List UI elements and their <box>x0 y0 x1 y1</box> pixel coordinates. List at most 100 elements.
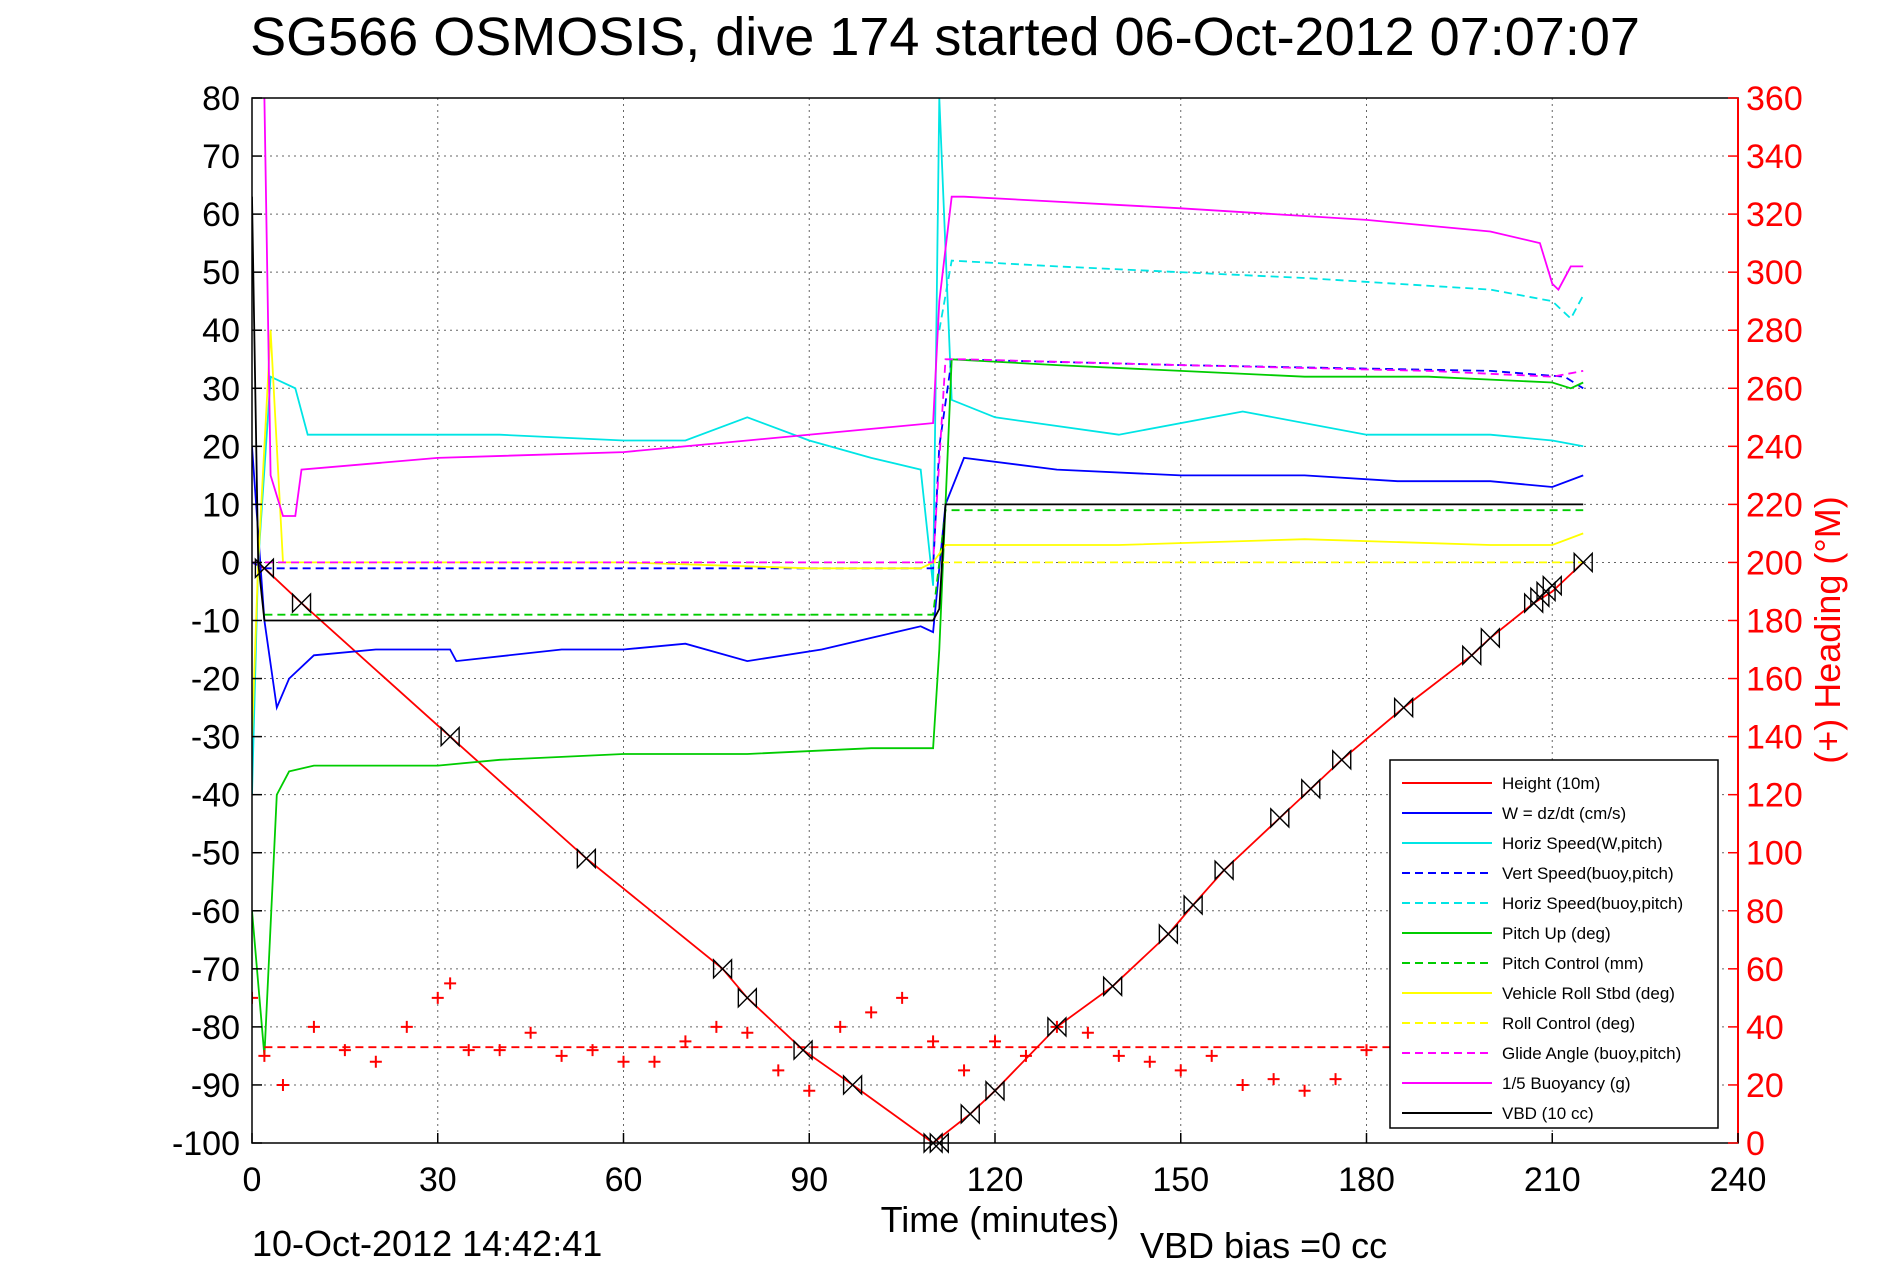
y-tick-label: -90 <box>191 1067 240 1105</box>
height-marker <box>960 1103 980 1125</box>
heading-point <box>1143 1055 1156 1068</box>
legend-label-height-10m: Height (10m) <box>1502 774 1600 793</box>
heading-point <box>958 1064 971 1077</box>
y2-tick-label: 260 <box>1746 370 1803 408</box>
legend-label-w-dz-dt-cm-s: W = dz/dt (cm/s) <box>1502 804 1626 823</box>
heading-point <box>444 977 457 990</box>
x-tick-label: 180 <box>1338 1161 1395 1199</box>
x-tick-label: 210 <box>1524 1161 1581 1199</box>
x-axis-label: Time (minutes) <box>881 1199 1120 1240</box>
heading-point <box>1081 1026 1094 1039</box>
y-tick-label: -30 <box>191 719 240 757</box>
x-tick-label: 60 <box>605 1161 643 1199</box>
y2-tick-label: 60 <box>1746 951 1784 989</box>
series-heading-m <box>252 977 1404 1115</box>
x-tick-label: 240 <box>1710 1161 1767 1199</box>
y-tick-label: 80 <box>202 80 240 118</box>
heading-point <box>1329 1073 1342 1086</box>
heading-point <box>524 1026 537 1039</box>
height-marker <box>576 847 597 870</box>
height-marker <box>1158 923 1179 945</box>
y2-tick-label: 0 <box>1746 1125 1765 1163</box>
y2-tick-label: 280 <box>1746 312 1803 350</box>
legend-label-horiz-speed-w-pitch: Horiz Speed(W,pitch) <box>1502 834 1663 853</box>
series-horiz-speed-w-pitch <box>252 98 1584 795</box>
heading-point <box>555 1049 568 1062</box>
series-vehicle-roll-stbd-deg <box>252 330 1584 737</box>
height-marker <box>737 987 758 1009</box>
heading-point <box>679 1035 692 1048</box>
heading-point <box>258 1049 271 1062</box>
y-tick-label: 0 <box>221 544 240 582</box>
height-marker <box>1301 778 1321 800</box>
heading-point <box>1205 1049 1218 1062</box>
series-vert-speed-buoy-pitch <box>252 358 1584 570</box>
heading-point <box>1174 1064 1187 1077</box>
y2-tick-label: 340 <box>1746 138 1803 176</box>
heading-point <box>1360 1044 1373 1057</box>
height-marker <box>254 557 275 579</box>
x-tick-label: 30 <box>419 1161 457 1199</box>
y-tick-label: -20 <box>191 661 240 699</box>
height-marker <box>712 958 733 980</box>
heading-point <box>648 1055 661 1068</box>
height-marker <box>1214 859 1234 881</box>
y2-tick-label: 180 <box>1746 603 1803 641</box>
x-tick-label: 90 <box>790 1161 828 1199</box>
y-tick-label: 30 <box>202 370 240 408</box>
y-tick-label: 10 <box>202 486 240 524</box>
heading-point <box>710 1020 723 1033</box>
y-tick-label: -80 <box>191 1009 240 1047</box>
legend-label-vehicle-roll-stbd-deg: Vehicle Roll Stbd (deg) <box>1502 984 1675 1003</box>
legend-label-roll-control-deg: Roll Control (deg) <box>1502 1014 1635 1033</box>
heading-point <box>803 1084 816 1097</box>
y2-tick-label: 160 <box>1746 661 1803 699</box>
heading-point <box>1112 1049 1125 1062</box>
heading-point <box>252 991 258 1004</box>
legend-label-vbd-10-cc: VBD (10 cc) <box>1502 1104 1594 1123</box>
series-height-10m <box>252 561 1584 1143</box>
heading-point <box>896 991 909 1004</box>
height-marker <box>1270 807 1290 829</box>
series-glide-angle-buoy-pitch <box>252 358 1584 564</box>
heading-point <box>493 1044 506 1057</box>
legend-box <box>1389 759 1719 1129</box>
height-marker <box>929 1132 949 1154</box>
heading-point <box>276 1078 289 1091</box>
heading-point <box>462 1044 475 1057</box>
height-marker <box>1047 1016 1067 1038</box>
y2-tick-label: 80 <box>1746 893 1784 931</box>
y2-tick-label: 140 <box>1746 719 1803 757</box>
heading-point <box>989 1035 1001 1048</box>
y2-tick-label: 360 <box>1746 80 1803 118</box>
series-horiz-speed-buoy-pitch <box>938 259 1584 331</box>
y2-tick-label: 320 <box>1746 196 1803 234</box>
y-tick-label: 20 <box>202 428 240 466</box>
height-marker <box>1183 894 1203 916</box>
footer-timestamp: 10-Oct-2012 14:42:41 <box>252 1223 602 1262</box>
heading-point <box>307 1020 320 1033</box>
height-marker <box>985 1080 1005 1102</box>
marker-layer <box>254 551 1593 1154</box>
heading-point <box>369 1055 382 1068</box>
series-vbd-10-cc <box>252 196 1584 622</box>
series-pitch-up-deg <box>252 358 1584 1056</box>
heading-point <box>772 1064 785 1077</box>
heading-point <box>1019 1049 1032 1062</box>
chart-title: SG566 OSMOSIS, dive 174 started 06-Oct-2… <box>250 7 1640 67</box>
heading-point <box>586 1044 599 1057</box>
heading-point <box>865 1006 878 1019</box>
legend-label-pitch-up-deg: Pitch Up (deg) <box>1502 924 1611 943</box>
series-layer <box>252 98 1584 1143</box>
y2-tick-label: 120 <box>1746 777 1803 815</box>
y2-tick-label: 220 <box>1746 486 1803 524</box>
height-marker <box>842 1074 863 1096</box>
heading-point <box>400 1020 413 1033</box>
heading-point <box>1298 1084 1311 1097</box>
height-marker <box>1480 627 1501 649</box>
y-tick-label: -70 <box>191 951 240 989</box>
legend-label-horiz-speed-buoy-pitch: Horiz Speed(buoy,pitch) <box>1502 894 1683 913</box>
legend-label-vert-speed-buoy-pitch: Vert Speed(buoy,pitch) <box>1502 864 1674 883</box>
x-tick-label: 120 <box>967 1161 1024 1199</box>
